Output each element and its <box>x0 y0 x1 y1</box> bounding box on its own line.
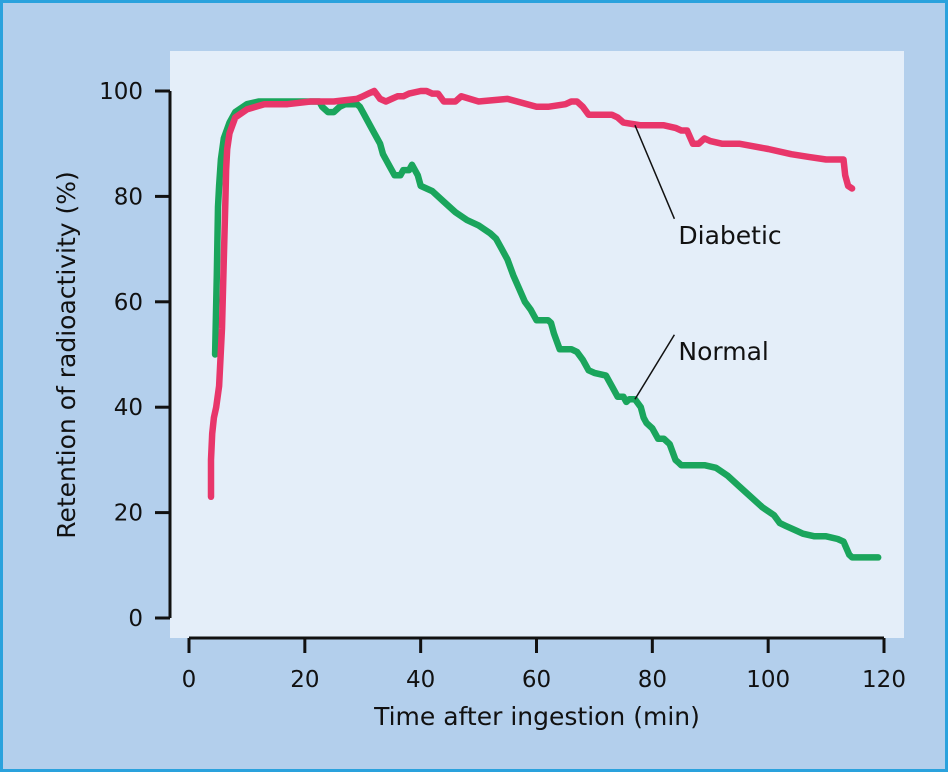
x-axis-title: Time after ingestion (min) <box>373 702 700 731</box>
x-tick-label-0: 0 <box>182 667 197 693</box>
x-tick-label-100: 100 <box>746 667 790 693</box>
y-axis-title: Retention of radioactivity (%) <box>52 171 81 539</box>
x-tick-label-20: 20 <box>290 667 319 693</box>
x-tick-label-60: 60 <box>522 667 551 693</box>
series-line-diabetic <box>207 87 856 501</box>
x-tick-label-120: 120 <box>862 667 906 693</box>
y-tick-label-80: 80 <box>114 184 143 210</box>
annotation-leader-diabetic <box>634 124 676 220</box>
axes: 0 20 40 60 80 100 0 20 40 60 80 100 120 <box>99 79 906 693</box>
plot-area <box>170 51 904 638</box>
y-tick-label-100: 100 <box>99 79 143 105</box>
annotation-leader-normal <box>634 334 676 400</box>
annotation-label-diabetic: Diabetic <box>678 221 781 250</box>
y-tick-label-20: 20 <box>114 501 143 527</box>
series-line-normal <box>211 98 882 561</box>
series-layer <box>207 87 882 561</box>
annotation-layer: Diabetic Normal <box>634 124 782 400</box>
y-tick-label-0: 0 <box>128 606 143 632</box>
y-tick-label-40: 40 <box>114 395 143 421</box>
x-tick-label-80: 80 <box>638 667 667 693</box>
retention-line-chart: 0 20 40 60 80 100 0 20 40 60 80 100 120 Diabetic Norm… <box>52 51 906 731</box>
annotation-label-normal: Normal <box>678 337 768 366</box>
y-tick-label-60: 60 <box>114 290 143 316</box>
x-tick-label-40: 40 <box>406 667 435 693</box>
